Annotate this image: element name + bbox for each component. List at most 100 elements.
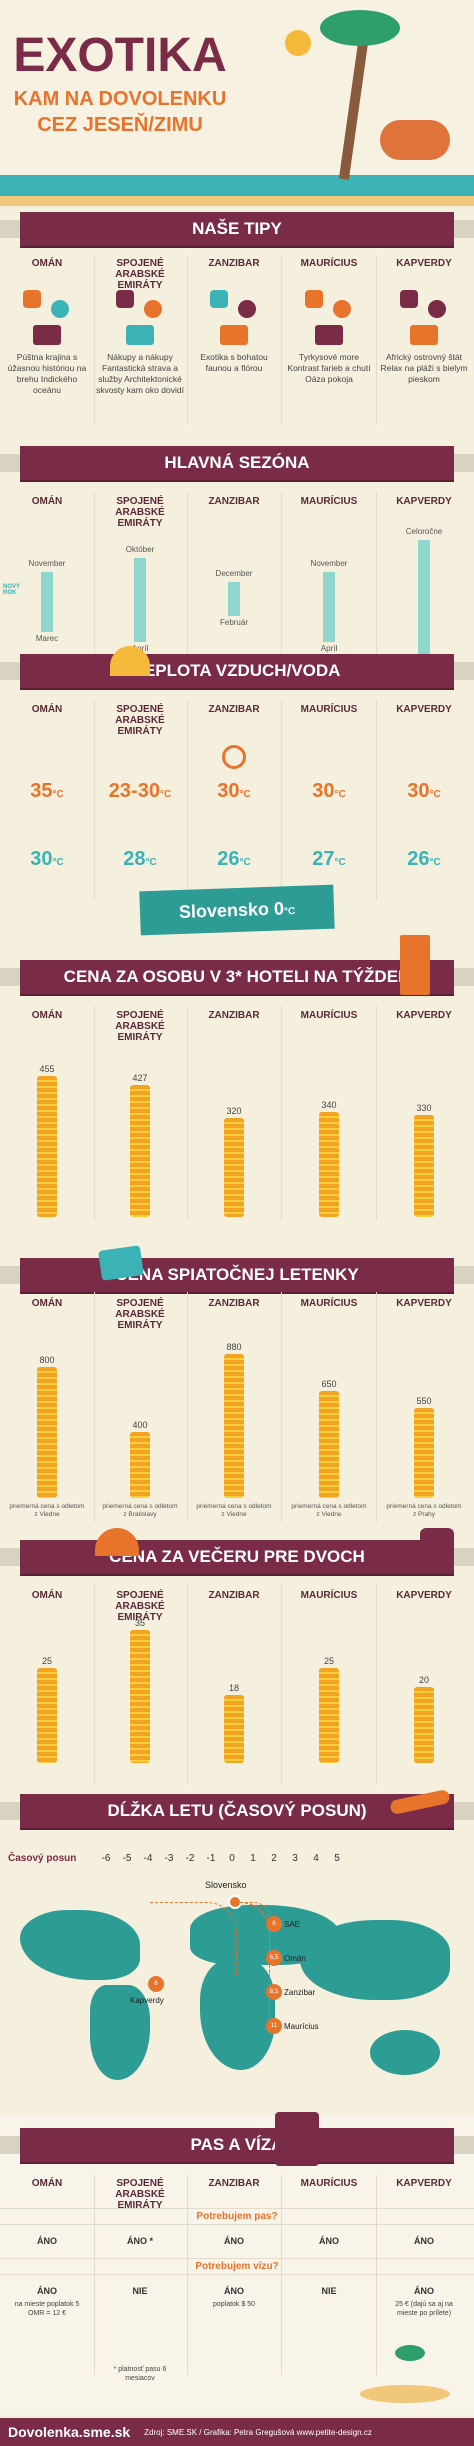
country-header: OMÁN bbox=[31, 2178, 63, 2189]
slovensko-label: Slovensko bbox=[178, 898, 270, 923]
icon bbox=[238, 300, 256, 318]
timezone-tick: -6 bbox=[101, 1853, 111, 1864]
temp-number: 30 bbox=[30, 848, 53, 870]
season-start: December bbox=[215, 569, 253, 578]
column-separator bbox=[376, 2175, 377, 2375]
column-separator bbox=[376, 255, 377, 425]
new-year-label: NOVÝ ROK bbox=[3, 584, 21, 596]
section-title: NAŠE TIPY bbox=[20, 212, 454, 246]
price-label: 330 bbox=[416, 1102, 432, 1113]
icon bbox=[51, 300, 69, 318]
price-bar bbox=[414, 1687, 434, 1763]
icon bbox=[116, 290, 134, 308]
answer: ÁNO bbox=[414, 2286, 434, 2296]
temp-unit: °C bbox=[429, 857, 441, 868]
icon bbox=[144, 300, 162, 318]
place-label: Kapverdy bbox=[130, 1996, 164, 2005]
country-header: SPOJENÉ ARABSKÉ EMIRÁTY bbox=[115, 2178, 165, 2211]
timezone-tick: -2 bbox=[185, 1853, 195, 1864]
sun bbox=[285, 30, 311, 56]
icon bbox=[305, 290, 323, 308]
country-header: SPOJENÉ ARABSKÉ EMIRÁTY bbox=[115, 1010, 165, 1043]
country-header: SPOJENÉ ARABSKÉ EMIRÁTY bbox=[115, 704, 165, 737]
continent bbox=[20, 1910, 140, 1980]
timezone-tick: 4 bbox=[313, 1853, 319, 1864]
season-start: November bbox=[310, 559, 348, 568]
season-end: Apríl bbox=[320, 644, 338, 653]
country-header: OMÁN bbox=[31, 1010, 63, 1021]
column-separator bbox=[187, 1006, 188, 1221]
country-header: KAPVERDY bbox=[396, 1298, 452, 1309]
temp-number: 30 bbox=[407, 780, 430, 802]
price-label: 880 bbox=[226, 1341, 242, 1352]
tip-text: Nákupy a nákupy Fantastická strava a slu… bbox=[96, 352, 184, 395]
column-separator bbox=[281, 1006, 282, 1221]
column-separator bbox=[376, 1585, 377, 1785]
place-label: SAE bbox=[284, 1920, 301, 1929]
ticket-icon bbox=[98, 1245, 144, 1281]
temp-number: 23-30 bbox=[108, 780, 160, 802]
country-header: ZANZIBAR bbox=[208, 258, 260, 269]
visa-note: poplatok $ 50 bbox=[212, 2301, 256, 2308]
hammock-person bbox=[380, 120, 450, 160]
place-label: Zanzibar bbox=[284, 1988, 316, 1997]
price-label: 25 bbox=[41, 1656, 52, 1666]
season-bar bbox=[418, 540, 430, 658]
icon bbox=[126, 325, 154, 345]
price-label: 320 bbox=[226, 1105, 242, 1116]
country-header: OMÁN bbox=[31, 496, 63, 507]
column-separator bbox=[187, 2175, 188, 2375]
section-title: CENA SPIATOČNEJ LETENKY bbox=[20, 1258, 454, 1292]
answer: ÁNO bbox=[37, 2286, 57, 2296]
country-header: MAURÍCIUS bbox=[300, 2178, 358, 2189]
column-separator bbox=[187, 700, 188, 900]
restroom-icon bbox=[420, 1528, 454, 1562]
column-separator bbox=[281, 700, 282, 900]
icon bbox=[23, 290, 41, 308]
continent bbox=[370, 2030, 440, 2075]
answer: ÁNO bbox=[224, 2286, 244, 2296]
temp-value: 30°C bbox=[190, 780, 278, 803]
price-label: 455 bbox=[39, 1063, 55, 1074]
hour-badge: 6 bbox=[148, 1976, 164, 1992]
temp-unit: °C bbox=[334, 789, 346, 800]
price-label: 400 bbox=[132, 1420, 148, 1431]
footer-brand: Dovolenka.sme.sk bbox=[8, 2424, 131, 2440]
temp-value: 28°C bbox=[96, 848, 184, 871]
flight-note: priemerná cena s odletom z Prahy bbox=[386, 1503, 462, 1518]
column-separator bbox=[94, 2175, 95, 2375]
country-header: ZANZIBAR bbox=[208, 1590, 260, 1601]
timezone-tick: 3 bbox=[292, 1853, 298, 1864]
column-separator bbox=[94, 492, 95, 662]
timezone-tick: 0 bbox=[229, 1853, 235, 1864]
subtitle: CEZ JESEŇ/ZIMU bbox=[37, 114, 203, 136]
island-palm bbox=[395, 2345, 425, 2361]
temp-value: 30°C bbox=[285, 780, 373, 803]
price-label: 550 bbox=[416, 1395, 432, 1406]
price-label: 20 bbox=[418, 1675, 429, 1685]
country-header: SPOJENÉ ARABSKÉ EMIRÁTY bbox=[115, 1590, 165, 1623]
column-separator bbox=[187, 1585, 188, 1785]
tip-text: Púštna krajina s úžasnou históriou na br… bbox=[7, 352, 87, 395]
place-label: Omán bbox=[284, 1954, 306, 1963]
temp-number: 26 bbox=[407, 848, 430, 870]
country-header: MAURÍCIUS bbox=[300, 1010, 358, 1021]
temp-value: 27°C bbox=[285, 848, 373, 871]
footer: Dovolenka.sme.sk Zdroj: SME.SK / Grafika:… bbox=[0, 2418, 474, 2446]
country-header: OMÁN bbox=[31, 1590, 63, 1601]
price-bar bbox=[37, 1366, 57, 1498]
timezone-tick: -1 bbox=[206, 1853, 216, 1864]
hotel-icon bbox=[400, 935, 430, 995]
price-label: 340 bbox=[321, 1099, 337, 1110]
answer: NIE bbox=[132, 2286, 148, 2296]
column-separator bbox=[187, 255, 188, 425]
country-header: MAURÍCIUS bbox=[300, 496, 358, 507]
icon bbox=[400, 290, 418, 308]
country-header: MAURÍCIUS bbox=[300, 1590, 358, 1601]
country-header: MAURÍCIUS bbox=[300, 1298, 358, 1309]
country-header: MAURÍCIUS bbox=[300, 704, 358, 715]
column-separator bbox=[376, 492, 377, 662]
icon bbox=[220, 325, 248, 345]
price-bar bbox=[414, 1114, 434, 1217]
section-title: DĹŽKA LETU (ČASOVÝ POSUN) bbox=[20, 1794, 454, 1828]
